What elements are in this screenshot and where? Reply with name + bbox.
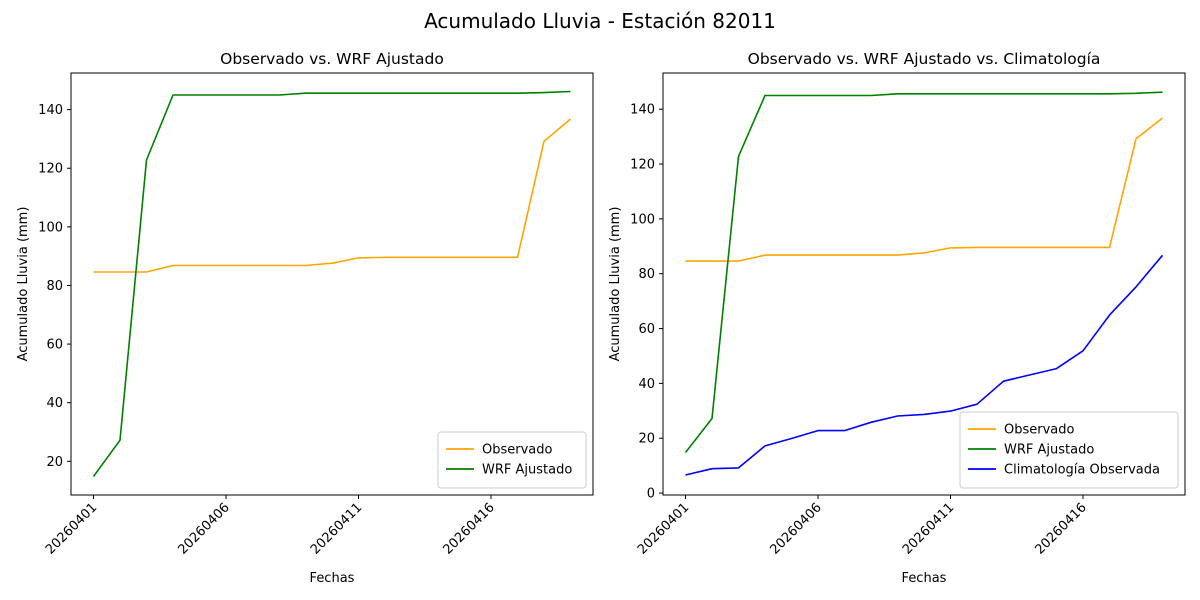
chart-panel-left: Observado vs. WRF Ajustado 20 40 60 80 100 120… — [16, 50, 594, 586]
chart-panel-right: Observado vs. WRF Ajustado vs. Climatolo… — [608, 50, 1186, 586]
y-axis-label: Acumulado Lluvia (mm) — [16, 207, 31, 362]
chart-title: Observado vs. WRF Ajustado vs. Climatolo… — [748, 50, 1101, 68]
series-line-observado — [93, 118, 572, 273]
series-line-climatolog-a-observada — [685, 254, 1164, 476]
y-tick-label: 100 — [630, 212, 655, 227]
y-tick-label: 0 — [647, 487, 655, 502]
legend-box — [959, 411, 1179, 489]
y-tick-label: 120 — [630, 158, 655, 173]
legend-box — [437, 431, 587, 489]
legend-label: Observado — [482, 443, 553, 458]
legend: Observado WRF Ajustado — [437, 431, 587, 489]
y-tick-label: 120 — [38, 162, 63, 177]
axes-frame — [662, 72, 1186, 496]
x-tick-label: 20260401 — [43, 500, 100, 557]
figure-title: Acumulado Lluvia - Estación 82011 — [424, 9, 776, 33]
y-tick-label: 40 — [46, 396, 63, 411]
y-axis-label: Acumulado Lluvia (mm) — [608, 207, 623, 362]
axes-frame — [70, 72, 594, 496]
x-tick-label: 20260406 — [767, 500, 824, 557]
y-tick-label: 60 — [46, 338, 63, 353]
x-tick-label: 20260411 — [308, 500, 365, 557]
legend-label: Climatología Observada — [1004, 463, 1160, 478]
y-tick-label: 80 — [46, 279, 63, 294]
y-tick-label: 20 — [638, 432, 655, 447]
x-tick-label: 20260401 — [635, 500, 692, 557]
y-tick-label: 40 — [638, 377, 655, 392]
y-tick-label: 80 — [638, 267, 655, 282]
y-tick-label: 140 — [630, 103, 655, 118]
legend: Observado WRF Ajustado Climatología Observ… — [959, 411, 1179, 489]
chart-title: Observado vs. WRF Ajustado — [220, 50, 444, 68]
legend-label: Observado — [1004, 423, 1075, 438]
series-line-observado — [685, 117, 1163, 262]
x-tick-label: 20260416 — [1032, 500, 1089, 557]
x-axis-label: Fechas — [902, 571, 947, 586]
series-line-wrf-ajustado — [92, 90, 571, 477]
legend-label: WRF Ajustado — [1004, 443, 1094, 458]
x-tick-label: 20260411 — [900, 500, 957, 557]
y-tick-label: 140 — [38, 103, 63, 118]
x-axis-label: Fechas — [310, 571, 355, 586]
x-tick-label: 20260416 — [440, 500, 497, 557]
y-tick-label: 20 — [46, 455, 63, 470]
y-tick-label: 100 — [38, 220, 63, 235]
x-tick-label: 20260406 — [175, 500, 232, 557]
legend-label: WRF Ajustado — [482, 463, 572, 478]
y-tick-label: 60 — [638, 322, 655, 337]
series-line-wrf-ajustado — [684, 91, 1163, 453]
